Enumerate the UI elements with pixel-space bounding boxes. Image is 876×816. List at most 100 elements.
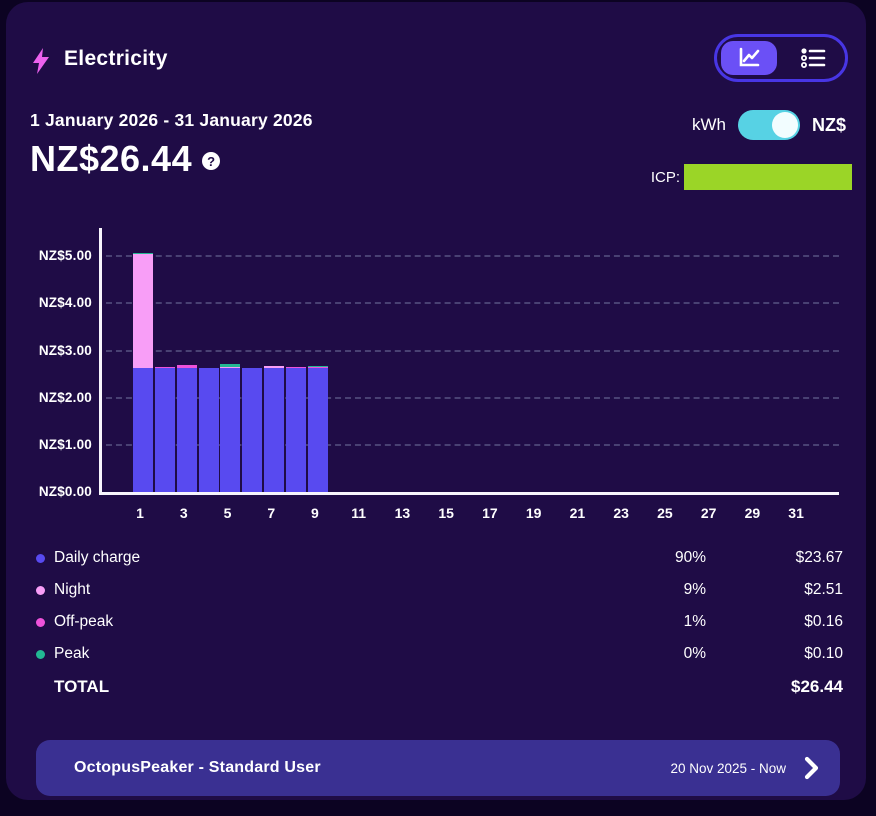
x-axis-tick: 5 <box>223 505 232 521</box>
legend-percent: 90% <box>674 549 706 566</box>
legend-name: Off-peak <box>54 613 114 630</box>
gridline <box>106 443 839 446</box>
bar-segment <box>220 363 241 367</box>
legend-row: Peak 0% $0.10 <box>36 638 843 670</box>
legend-dot-icon <box>36 649 45 659</box>
x-axis-tick: 15 <box>438 505 454 521</box>
x-axis-tick: 9 <box>311 505 319 521</box>
bar-segment <box>154 366 175 369</box>
bar-segment <box>176 364 197 369</box>
icp-value-redacted <box>684 164 852 190</box>
tariff-name: OctopusPeaker - Standard User <box>74 759 321 776</box>
y-axis-tick: NZ$3.00 <box>38 342 92 358</box>
legend-name: Peak <box>54 645 90 662</box>
plot-area <box>99 228 839 495</box>
x-axis-tick: 3 <box>179 505 188 521</box>
x-axis-tick: 7 <box>267 505 276 521</box>
bar-segment <box>220 366 241 369</box>
tariff-card[interactable]: OctopusPeaker - Standard User 20 Nov 202… <box>36 740 840 796</box>
bar-day-8[interactable] <box>286 366 307 492</box>
legend-name: Daily charge <box>54 549 141 566</box>
total-amount-row: NZ$26.44 ? <box>30 138 221 180</box>
bar-segment <box>154 368 175 492</box>
x-axis-tick: 19 <box>525 505 542 521</box>
legend-row: Night 9% $2.51 <box>36 574 843 606</box>
nzd-label: NZ$ <box>811 114 846 135</box>
bar-day-1[interactable] <box>133 253 153 492</box>
bulleted-list-icon <box>800 47 826 69</box>
x-axis-tick: 27 <box>700 505 717 521</box>
bar-segment <box>307 366 328 369</box>
bar-day-6[interactable] <box>242 367 263 492</box>
kwh-label: kWh <box>691 115 726 134</box>
bar-segment <box>133 368 153 492</box>
x-axis-tick: 31 <box>788 505 804 521</box>
view-mode-toggle <box>714 34 848 82</box>
y-axis-tick: NZ$4.00 <box>38 295 92 311</box>
total-value: $26.44 <box>791 677 843 696</box>
y-axis-tick: NZ$0.00 <box>38 484 92 499</box>
x-axis-tick: 11 <box>351 505 367 521</box>
list-view-button[interactable] <box>785 41 841 75</box>
gridline <box>106 255 839 258</box>
total-label: TOTAL <box>54 677 110 696</box>
chart-view-button[interactable] <box>721 41 777 75</box>
legend-percent: 9% <box>683 581 706 598</box>
electricity-card: Electricity 1 J <box>6 2 866 800</box>
x-axis-tick: 25 <box>657 505 673 521</box>
legend-percent: 0% <box>683 645 706 662</box>
gridline <box>106 349 839 352</box>
date-range: 1 January 2026 - 31 January 2026 <box>30 110 313 130</box>
bar-segment <box>198 368 219 492</box>
x-axis-tick: 29 <box>744 505 761 521</box>
bar-segment <box>176 368 197 492</box>
bar-segment <box>264 365 285 369</box>
legend-row: Daily charge 90% $23.67 <box>36 542 843 574</box>
cost-breakdown: Daily charge 90% $23.67 Night 9% $2.51 Off-pea… <box>36 542 843 704</box>
legend-percent: 1% <box>683 613 706 630</box>
legend-amount: $0.10 <box>804 645 843 662</box>
bar-segment <box>286 368 307 492</box>
legend-row: Off-peak 1% $0.16 <box>36 606 843 638</box>
total-row: TOTAL $26.44 <box>36 670 843 704</box>
bar-segment <box>242 368 263 492</box>
legend-name: Night <box>54 581 91 598</box>
legend-dot-icon <box>36 617 45 627</box>
line-chart-icon <box>737 47 761 69</box>
bar-day-2[interactable] <box>154 366 175 492</box>
unit-toggle-switch[interactable] <box>737 110 800 140</box>
x-axis-tick: 1 <box>136 505 144 521</box>
bar-day-9[interactable] <box>307 365 328 492</box>
bar-segment <box>264 368 285 492</box>
toggle-knob <box>771 112 798 138</box>
x-axis-tick: 23 <box>613 505 629 521</box>
legend-amount: $23.67 <box>795 549 843 566</box>
bar-day-5[interactable] <box>220 363 241 492</box>
bar-segment <box>307 368 328 492</box>
gridline <box>106 396 839 399</box>
y-axis-tick: NZ$1.00 <box>38 436 92 452</box>
bar-day-4[interactable] <box>198 367 219 492</box>
legend-dot-icon <box>36 585 45 595</box>
icp-label: ICP: <box>650 168 680 186</box>
bar-segment <box>286 366 307 369</box>
bar-day-3[interactable] <box>176 364 197 492</box>
x-axis-tick: 17 <box>482 505 498 521</box>
legend-amount: $2.51 <box>804 581 843 598</box>
unit-toggle-row: kWh NZ$ <box>692 108 846 142</box>
x-axis-tick: 21 <box>569 505 586 521</box>
total-amount: NZ$26.44 <box>30 138 193 179</box>
page-title: Electricity <box>64 47 168 70</box>
usage-bar-chart: NZ$0.00 NZ$1.00 NZ$2.00 NZ$3.00 NZ$4.00 NZ$5.… <box>6 228 866 528</box>
y-axis-tick: NZ$5.00 <box>38 248 92 264</box>
bar-segment <box>133 254 153 369</box>
bar-day-7[interactable] <box>264 365 285 492</box>
y-axis-tick: NZ$2.00 <box>38 389 92 405</box>
legend-dot-icon <box>36 553 45 563</box>
gridline <box>106 302 839 305</box>
legend-amount: $0.16 <box>804 613 843 630</box>
chevron-right-icon <box>802 756 820 780</box>
tariff-period: 20 Nov 2025 - Now <box>670 760 786 776</box>
help-icon[interactable]: ? <box>202 152 221 170</box>
bar-segment <box>220 368 241 492</box>
